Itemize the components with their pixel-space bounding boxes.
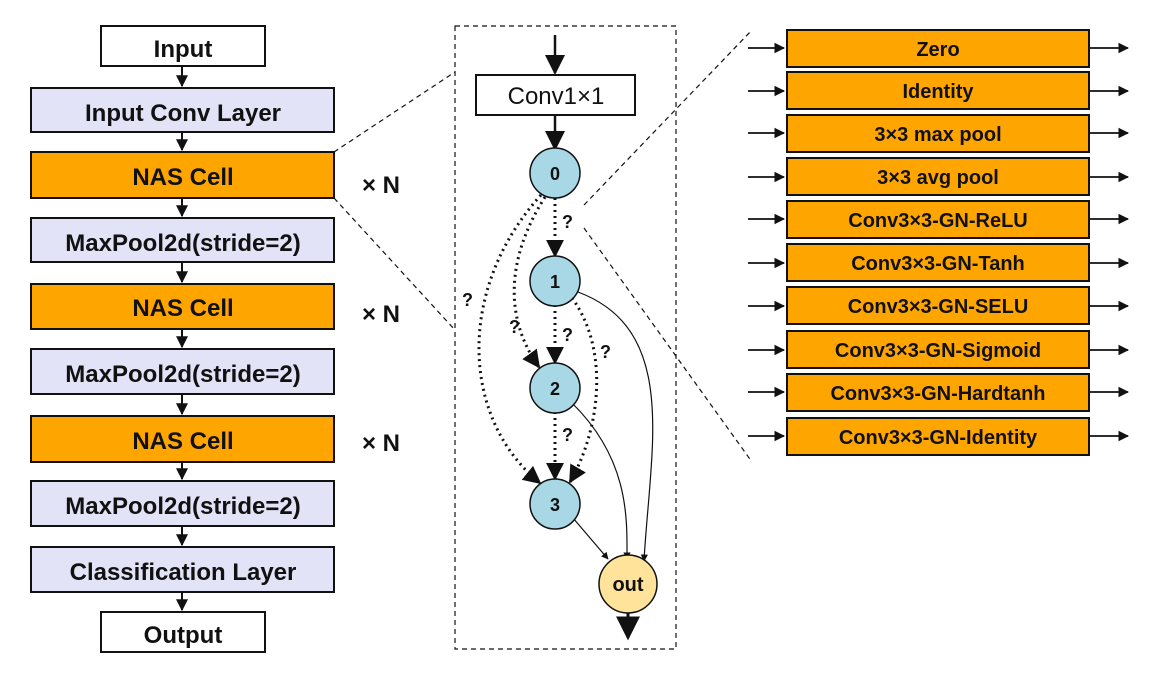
nas-cell-label-1: NAS Cell <box>132 164 233 191</box>
cell-node-2 <box>529 362 581 414</box>
conv1x1-box <box>475 74 636 116</box>
search-mark: ? <box>562 325 573 345</box>
repeat-label-2: × N <box>362 301 400 328</box>
op-sigmoid-label: Conv3×3-GN-Sigmoid <box>835 340 1041 362</box>
maxpool-label-2: MaxPool2d(stride=2) <box>65 361 300 388</box>
search-mark: ? <box>600 342 611 362</box>
op-selu-label: Conv3×3-GN-SELU <box>848 296 1029 318</box>
zoom-lines <box>333 29 753 463</box>
cell-node-1 <box>529 255 581 307</box>
op-identity-label: Identity <box>902 81 974 103</box>
search-mark: ? <box>562 425 573 445</box>
op-avg-pool-box <box>786 157 1090 196</box>
nas-cell-label-2: NAS Cell <box>132 295 233 322</box>
cell-node-3 <box>529 478 581 530</box>
output-box <box>100 611 266 653</box>
maxpool-box-1 <box>30 217 335 263</box>
input-label: Input <box>154 36 213 63</box>
nas-cell-label-3: NAS Cell <box>132 428 233 455</box>
op-relu-label: Conv3×3-GN-ReLU <box>848 210 1027 232</box>
op-relu-box <box>786 200 1090 239</box>
op-tanh-box <box>786 243 1090 282</box>
op-identity-box <box>786 71 1090 110</box>
op-zero-box <box>786 29 1090 68</box>
op-identity-gn-label: Conv3×3-GN-Identity <box>839 427 1038 449</box>
input-conv-layer-box <box>30 87 335 133</box>
op-sigmoid-box <box>786 330 1090 369</box>
nas-cell-box-1 <box>30 151 335 199</box>
op-avg-pool-label: 3×3 avg pool <box>877 167 999 189</box>
op-max-pool-label: 3×3 max pool <box>874 124 1001 146</box>
nas-cell-box-3 <box>30 415 335 463</box>
cell-node-0 <box>529 147 581 199</box>
cell-detail: Conv1×1 ? ? ? ? ? ? 0 1 2 3 <box>454 25 677 650</box>
op-tanh-label: Conv3×3-GN-Tanh <box>851 253 1025 275</box>
maxpool-box-3 <box>30 480 335 527</box>
conv1x1-label: Conv1×1 <box>508 83 605 110</box>
maxpool-box-2 <box>30 348 335 395</box>
output-edges <box>571 291 654 562</box>
cell-node-3-label: 3 <box>550 495 560 515</box>
cell-out-label: out <box>612 574 643 596</box>
input-box <box>100 25 266 67</box>
output-label: Output <box>144 622 223 649</box>
search-mark: ? <box>462 290 473 310</box>
input-conv-layer-label: Input Conv Layer <box>85 100 281 127</box>
search-mark: ? <box>509 317 520 337</box>
maxpool-label-1: MaxPool2d(stride=2) <box>65 230 300 257</box>
searched-edges <box>477 193 599 485</box>
op-hardtanh-label: Conv3×3-GN-Hardtanh <box>830 383 1045 405</box>
cell-node-2-label: 2 <box>550 379 560 399</box>
cell-node-1-label: 1 <box>550 272 560 292</box>
search-mark: ? <box>562 212 573 232</box>
cell-frame <box>454 25 677 650</box>
maxpool-label-3: MaxPool2d(stride=2) <box>65 493 300 520</box>
operation-candidates: Zero Identity 3×3 max pool 3×3 avg pool … <box>748 29 1130 456</box>
op-max-pool-box <box>786 114 1090 153</box>
op-identity-gn-box <box>786 417 1090 456</box>
op-hardtanh-box <box>786 373 1090 412</box>
cell-node-0-label: 0 <box>550 164 560 184</box>
repeat-label-1: × N <box>362 172 400 199</box>
network-pipeline: Input Input Conv Layer NAS Cell × N MaxP… <box>30 25 400 653</box>
nas-cell-box-2 <box>30 283 335 330</box>
classification-layer-label: Classification Layer <box>70 559 297 586</box>
classification-layer-box <box>30 546 335 593</box>
repeat-label-3: × N <box>362 430 400 457</box>
op-zero-label: Zero <box>916 39 959 61</box>
op-selu-box <box>786 286 1090 325</box>
